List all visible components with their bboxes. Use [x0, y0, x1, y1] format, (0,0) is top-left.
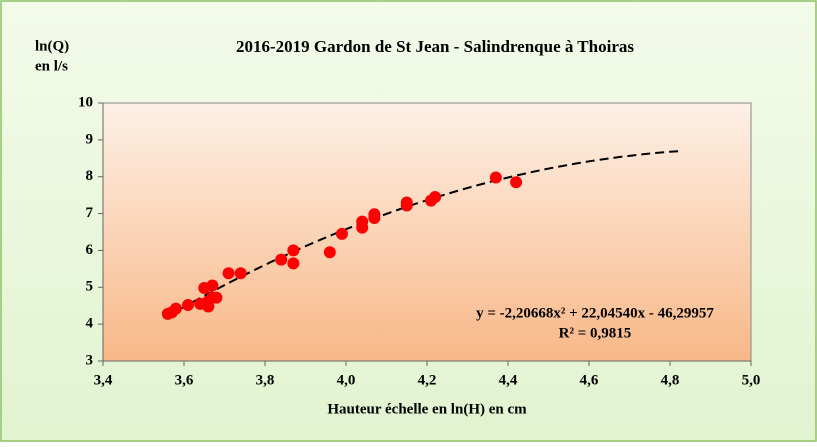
point — [489, 171, 502, 184]
point — [323, 246, 336, 259]
trend-r2: R² = 0,9815 — [559, 325, 632, 341]
y-tick-label: 9 — [86, 131, 94, 147]
point — [182, 298, 195, 311]
point — [510, 176, 523, 189]
x-tick-label: 3,8 — [256, 372, 275, 388]
x-tick-label: 4,4 — [499, 372, 518, 388]
y-tick-label: 10 — [78, 94, 93, 110]
y-tick-label: 5 — [86, 279, 94, 295]
point — [368, 211, 381, 224]
point — [234, 267, 247, 280]
y-tick-label: 4 — [86, 316, 94, 332]
y-axis-label: en l/s — [35, 58, 68, 74]
x-tick-label: 4,8 — [661, 372, 680, 388]
x-tick-label: 4,6 — [580, 372, 599, 388]
point — [275, 253, 288, 266]
x-tick-label: 5,0 — [742, 372, 761, 388]
point — [400, 196, 413, 209]
point — [429, 190, 442, 203]
x-tick-label: 4,2 — [418, 372, 437, 388]
x-tick-label: 3,6 — [175, 372, 194, 388]
point — [222, 267, 235, 280]
y-tick-label: 3 — [86, 352, 94, 368]
point — [356, 215, 369, 228]
x-tick-label: 4,0 — [337, 372, 356, 388]
point — [287, 257, 300, 270]
x-axis-label: Hauteur échelle en ln(H) en cm — [327, 401, 527, 417]
y-tick-label: 6 — [86, 242, 94, 258]
y-tick-label: 7 — [86, 205, 94, 221]
y-tick-label: 8 — [86, 168, 94, 184]
y-axis-label: ln(Q) — [35, 38, 69, 54]
plot-area — [102, 102, 752, 362]
point — [287, 244, 300, 257]
x-tick-label: 3,4 — [94, 372, 113, 388]
trend-line — [167, 150, 679, 318]
chart-title: 2016-2019 Gardon de St Jean - Salindrenq… — [236, 37, 634, 56]
point — [206, 279, 219, 292]
point — [210, 291, 223, 304]
point — [169, 302, 182, 315]
trend-equation: y = -2,20668x² + 22,04540x - 46,29957 — [476, 305, 714, 321]
point — [335, 227, 348, 240]
